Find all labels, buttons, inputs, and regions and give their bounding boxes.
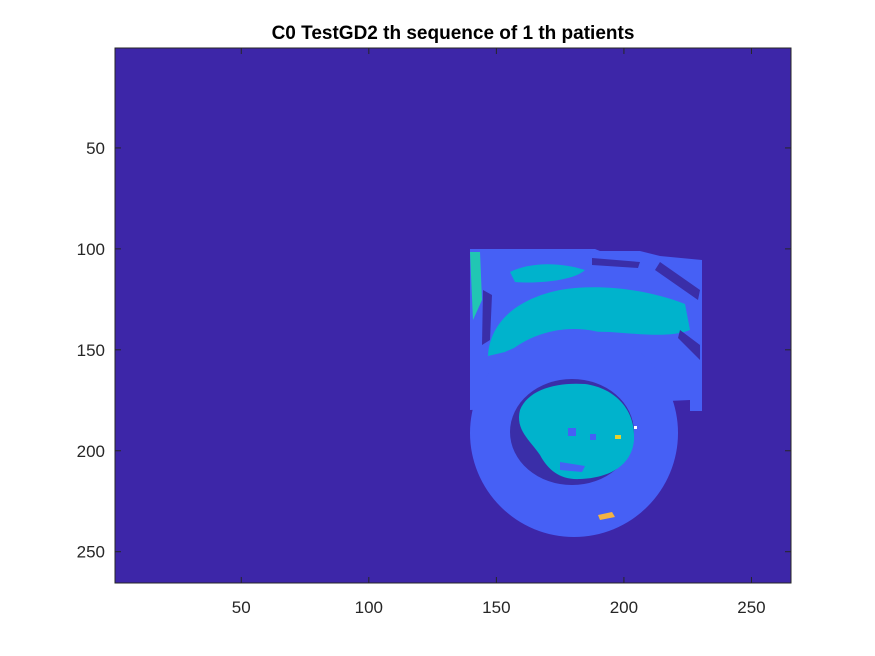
tissue-patch [510,264,585,283]
image-area [115,48,791,583]
axes-box [114,47,792,584]
x-tick-label: 250 [737,598,765,617]
y-tick-label: 100 [77,240,105,259]
cavity-spot [560,462,585,472]
y-axis: 50 100 150 200 250 [77,139,791,562]
dark-streak [592,258,640,268]
x-tick-label: 200 [610,598,638,617]
y-tick-label: 250 [77,543,105,562]
y-tick-label: 150 [77,341,105,360]
cavity-spot [568,428,576,436]
y-tick-label: 50 [86,139,105,158]
x-axis: 50 100 150 200 250 [232,48,766,617]
x-tick-label: 150 [482,598,510,617]
chart-title: C0 TestGD2 th sequence of 1 th patients [272,23,635,44]
x-tick-label: 100 [355,598,383,617]
cavity-region [519,383,635,480]
highlight-spot [615,435,621,439]
y-tick-label: 200 [77,442,105,461]
cavity-spot [590,434,596,440]
orange-spot [598,512,615,520]
tissue-edge [470,252,482,320]
white-dot [634,426,637,429]
x-tick-label: 50 [232,598,251,617]
dark-streak [655,262,700,300]
dark-streak [678,330,700,360]
dark-streak [482,290,492,345]
